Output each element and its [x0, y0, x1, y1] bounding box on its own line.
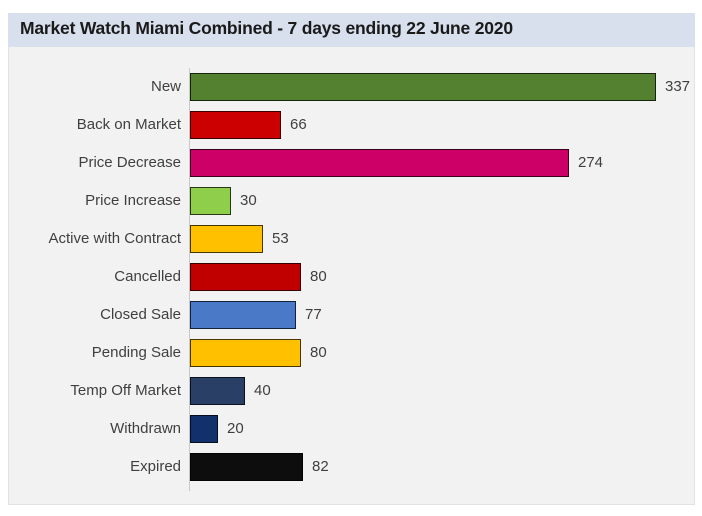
bar[interactable]: [190, 187, 231, 215]
bar[interactable]: [190, 339, 301, 367]
bar-value-label: 20: [227, 420, 244, 437]
bar-row: Temp Off Market 40: [9, 372, 696, 410]
bar-category-label: Expired: [130, 458, 181, 475]
bar[interactable]: [190, 111, 281, 139]
category-axis-line: [189, 68, 190, 491]
bar[interactable]: [190, 453, 303, 481]
bar-category-label: Closed Sale: [100, 306, 181, 323]
bar-value-label: 40: [254, 382, 271, 399]
bar-row: Cancelled 80: [9, 258, 696, 296]
bar-row: Price Decrease 274: [9, 144, 696, 182]
bar-value-label: 337: [665, 78, 691, 95]
bar-value-label: 53: [272, 230, 289, 247]
bar-category-label: Cancelled: [114, 268, 181, 285]
bar-row: Closed Sale 77: [9, 296, 696, 334]
chart-title-bar: Market Watch Miami Combined - 7 days end…: [8, 13, 695, 47]
bar[interactable]: [190, 377, 245, 405]
bar-value-label: 82: [312, 458, 329, 475]
bar-value-label: 274: [578, 154, 604, 171]
chart-plot-area: New 337 Back on Market 66 Price Decrease 274 P…: [8, 47, 695, 505]
bar-value-label: 77: [305, 306, 322, 323]
bar[interactable]: [190, 263, 301, 291]
bar[interactable]: [190, 225, 263, 253]
bar-row: Withdrawn 20: [9, 410, 696, 448]
bar-row: Back on Market 66: [9, 106, 696, 144]
bar-value-label: 66: [290, 116, 307, 133]
bar-row: Expired 82: [9, 448, 696, 486]
bar[interactable]: [190, 149, 569, 177]
bar[interactable]: [190, 301, 296, 329]
bar-category-label: Withdrawn: [110, 420, 181, 437]
bar-value-label: 80: [310, 268, 327, 285]
bar-value-label: 80: [310, 344, 327, 361]
bar[interactable]: [190, 415, 218, 443]
bar-row: Price Increase 30: [9, 182, 696, 220]
bar-category-label: Price Decrease: [78, 154, 181, 171]
bar-category-label: Active with Contract: [48, 230, 181, 247]
bar-category-label: Pending Sale: [91, 344, 181, 361]
bar-category-label: Back on Market: [76, 116, 181, 133]
bar[interactable]: [190, 73, 656, 101]
chart-title: Market Watch Miami Combined - 7 days end…: [20, 18, 513, 38]
bar-category-label: New: [150, 78, 181, 95]
bar-category-label: Price Increase: [85, 192, 181, 209]
bar-row: Pending Sale 80: [9, 334, 696, 372]
bar-row: Active with Contract 53: [9, 220, 696, 258]
bar-row: New 337: [9, 68, 696, 106]
bar-category-label: Temp Off Market: [70, 382, 181, 399]
bar-value-label: 30: [240, 192, 257, 209]
